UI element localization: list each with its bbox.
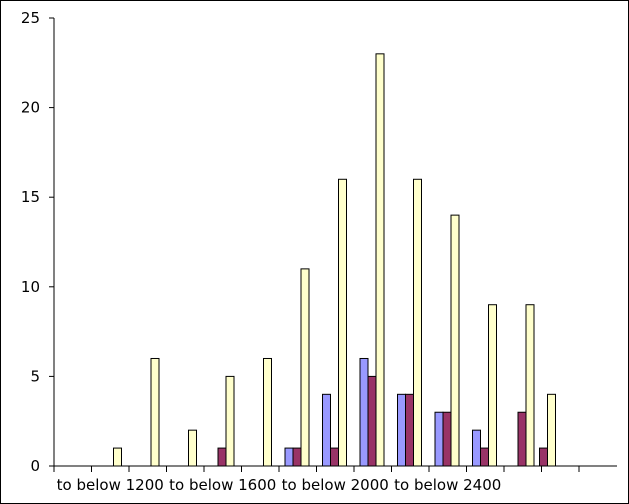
x-tick-label: to below 2400 — [394, 476, 501, 494]
bar-series3-1 — [113, 447, 122, 467]
y-tick-label: 15 — [21, 188, 40, 206]
bar-series1-7 — [322, 393, 331, 467]
bar-series1-6 — [284, 447, 294, 467]
bar-series2-11 — [480, 447, 489, 467]
bar-series1-11 — [472, 429, 481, 467]
bar-series2-9 — [405, 393, 414, 467]
bar-series3-2 — [150, 357, 160, 467]
bar-series1-10 — [434, 411, 444, 467]
labels-layer: 0 5 10 15 20 25 to below 1200 to below 1600 to b… — [21, 9, 501, 494]
axes-layer — [49, 17, 617, 472]
bar-series3-12 — [525, 304, 535, 467]
bar-series2-7 — [330, 447, 339, 467]
bar-series3-4 — [225, 375, 235, 467]
bars-layer — [113, 53, 556, 467]
y-tick-label: 10 — [21, 278, 40, 296]
y-tick-label: 0 — [30, 457, 40, 475]
bar-series3-9 — [413, 178, 422, 467]
bar-series1-8 — [359, 357, 369, 467]
bar-series2-12 — [517, 411, 527, 467]
bar-series3-11 — [488, 304, 497, 467]
bar-series2-6 — [292, 447, 302, 467]
bar-series3-6 — [300, 268, 310, 467]
bar-overflow-series3 — [547, 393, 556, 467]
bar-series3-8 — [375, 53, 385, 467]
y-tick-label: 20 — [21, 99, 40, 117]
x-tick-label: to below 2000 — [282, 476, 389, 494]
y-tick-label: 25 — [21, 9, 40, 27]
bar-series2-10 — [442, 411, 452, 467]
bar-series3-3 — [188, 429, 197, 467]
y-tick-label: 5 — [30, 367, 40, 385]
bar-series1-9 — [397, 393, 406, 467]
bar-series3-10 — [450, 214, 460, 467]
bar-series3-5 — [263, 357, 272, 467]
bar-series2-8 — [367, 375, 377, 467]
bar-overflow-series2 — [539, 447, 548, 467]
bar-series3-7 — [338, 178, 347, 467]
x-tick-label: to below 1600 — [169, 476, 276, 494]
bar-series2-4 — [217, 447, 227, 467]
x-tick-label: to below 1200 — [57, 476, 164, 494]
